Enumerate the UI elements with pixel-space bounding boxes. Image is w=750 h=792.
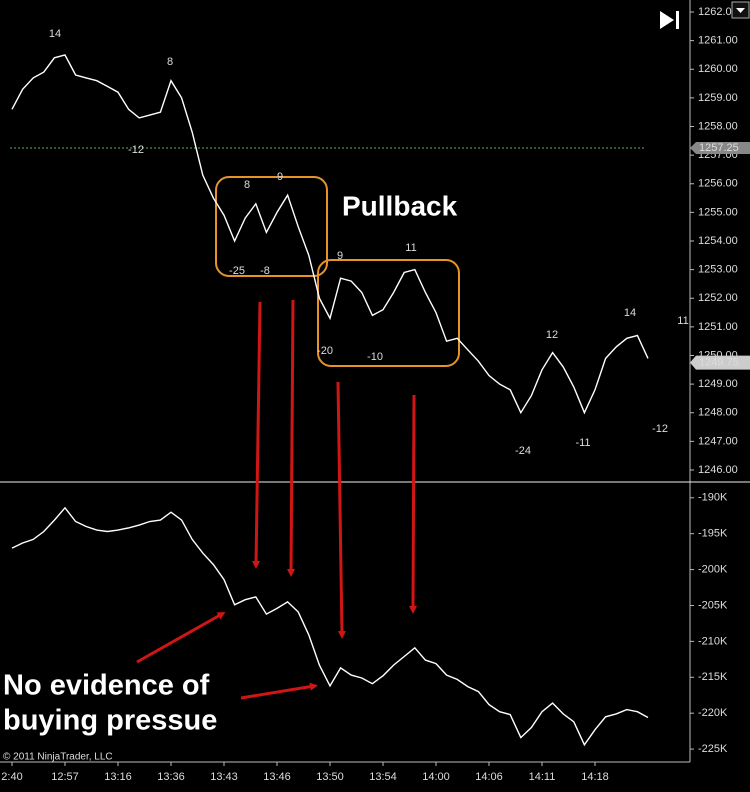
panel-controls[interactable] bbox=[660, 1, 750, 29]
swing-label: 14 bbox=[49, 28, 61, 40]
y-tick-label: -195K bbox=[698, 528, 728, 540]
pullback-box bbox=[317, 259, 460, 367]
y-tick-label: -200K bbox=[698, 563, 728, 575]
y-tick-label: -215K bbox=[698, 671, 728, 683]
arrow bbox=[240, 682, 318, 700]
annotation: buying pressue bbox=[3, 705, 217, 737]
price-tag bbox=[690, 141, 750, 154]
x-tick-label: 13:50 bbox=[316, 771, 344, 783]
dropdown-arrow bbox=[736, 8, 745, 13]
price-tag-label: 1249.75 bbox=[699, 357, 739, 369]
swing-label: 11 bbox=[677, 315, 688, 327]
swing-label: -12 bbox=[128, 144, 144, 156]
swing-label: 8 bbox=[244, 179, 250, 191]
y-tick-label: -205K bbox=[698, 599, 728, 611]
y-tick-label: 1253.00 bbox=[698, 264, 738, 276]
y-tick-label: 1261.00 bbox=[698, 35, 738, 47]
x-tick-label: 2:40 bbox=[1, 771, 22, 783]
swing-label: -25 bbox=[229, 265, 245, 277]
swing-label: 9 bbox=[337, 250, 343, 262]
x-tick-label: 14:00 bbox=[422, 771, 450, 783]
swing-label: -10 bbox=[367, 351, 383, 363]
y-tick-label: 1246.00 bbox=[698, 464, 738, 476]
y-tick-label: 1256.00 bbox=[698, 178, 738, 190]
price-tag-label: 1257.25 bbox=[699, 142, 739, 154]
arrow bbox=[136, 612, 226, 664]
arrow bbox=[409, 394, 418, 614]
y-tick-label: 1260.00 bbox=[698, 63, 738, 75]
y-tick-label: -220K bbox=[698, 707, 728, 719]
copyright: © 2011 NinjaTrader, LLC bbox=[3, 752, 113, 763]
x-tick-label: 14:18 bbox=[581, 771, 609, 783]
price-line bbox=[11, 54, 649, 415]
swing-label: -20 bbox=[317, 345, 333, 357]
x-tick-label: 13:36 bbox=[157, 771, 185, 783]
arrow bbox=[336, 381, 346, 639]
y-tick-label: -190K bbox=[698, 492, 728, 504]
y-tick-label: 1247.00 bbox=[698, 435, 738, 447]
x-tick-label: 14:06 bbox=[475, 771, 503, 783]
y-tick-label: 1252.00 bbox=[698, 292, 738, 304]
play-icon[interactable] bbox=[660, 11, 674, 29]
y-tick-label: 1248.00 bbox=[698, 407, 738, 419]
price-tag bbox=[690, 355, 750, 370]
x-tick-label: 14:11 bbox=[529, 771, 556, 783]
arrows bbox=[136, 299, 418, 700]
swing-label: 14 bbox=[624, 307, 636, 319]
arrow bbox=[252, 301, 262, 569]
x-tick-label: 13:54 bbox=[369, 771, 397, 783]
y-tick-label: 1258.00 bbox=[698, 120, 738, 132]
annotation: No evidence of bbox=[3, 670, 210, 702]
y-tick-label: 1262.0 bbox=[698, 6, 732, 18]
swing-label: -8 bbox=[260, 265, 270, 277]
swing-label: 8 bbox=[167, 56, 173, 68]
y-tick-label: 1255.00 bbox=[698, 206, 738, 218]
swing-label: -12 bbox=[652, 423, 668, 435]
x-tick-label: 13:43 bbox=[210, 771, 238, 783]
swing-label: -11 bbox=[575, 437, 590, 449]
annotation: Pullback bbox=[342, 190, 458, 221]
y-tick-label: -210K bbox=[698, 635, 728, 647]
x-tick-label: 12:57 bbox=[51, 771, 79, 783]
x-tick-label: 13:46 bbox=[263, 771, 291, 783]
y-tick-label: -225K bbox=[698, 743, 728, 755]
y-tick-label: 1254.00 bbox=[698, 235, 738, 247]
swing-label: 9 bbox=[277, 171, 283, 183]
swing-label: 11 bbox=[405, 242, 416, 254]
play-icon-bar bbox=[676, 11, 679, 29]
x-tick-label: 13:16 bbox=[104, 771, 132, 783]
y-tick-label: 1249.00 bbox=[698, 378, 738, 390]
price-line bbox=[11, 506, 649, 747]
arrow bbox=[287, 299, 296, 577]
y-tick-label: 1259.00 bbox=[698, 92, 738, 104]
swing-label: -24 bbox=[515, 445, 531, 457]
pullback-box bbox=[215, 176, 328, 277]
y-tick-label: 1251.00 bbox=[698, 321, 738, 333]
swing-label: 12 bbox=[546, 329, 558, 341]
